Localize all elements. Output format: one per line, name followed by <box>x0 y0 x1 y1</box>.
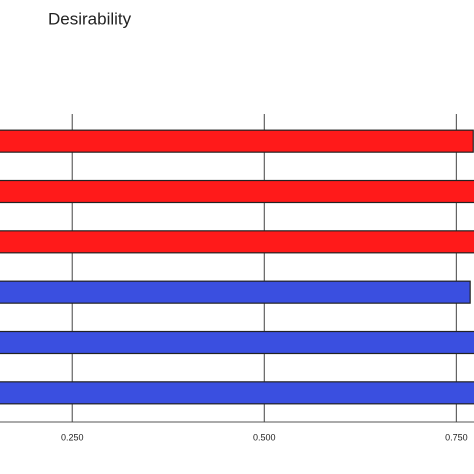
x-tick-label: 0.500 <box>253 432 276 442</box>
bar <box>0 179 474 204</box>
chart-title: Desirability <box>48 9 132 28</box>
bar <box>0 330 474 355</box>
x-tick-label: 0.250 <box>61 432 84 442</box>
ticks: 0.250 0.500 0.750 <box>61 432 468 442</box>
grid <box>0 114 474 423</box>
x-tick-label: 0.750 <box>445 432 468 442</box>
bar <box>0 129 474 153</box>
bars <box>0 129 474 405</box>
bar <box>0 381 474 405</box>
bar <box>0 280 471 304</box>
bar <box>0 230 474 254</box>
